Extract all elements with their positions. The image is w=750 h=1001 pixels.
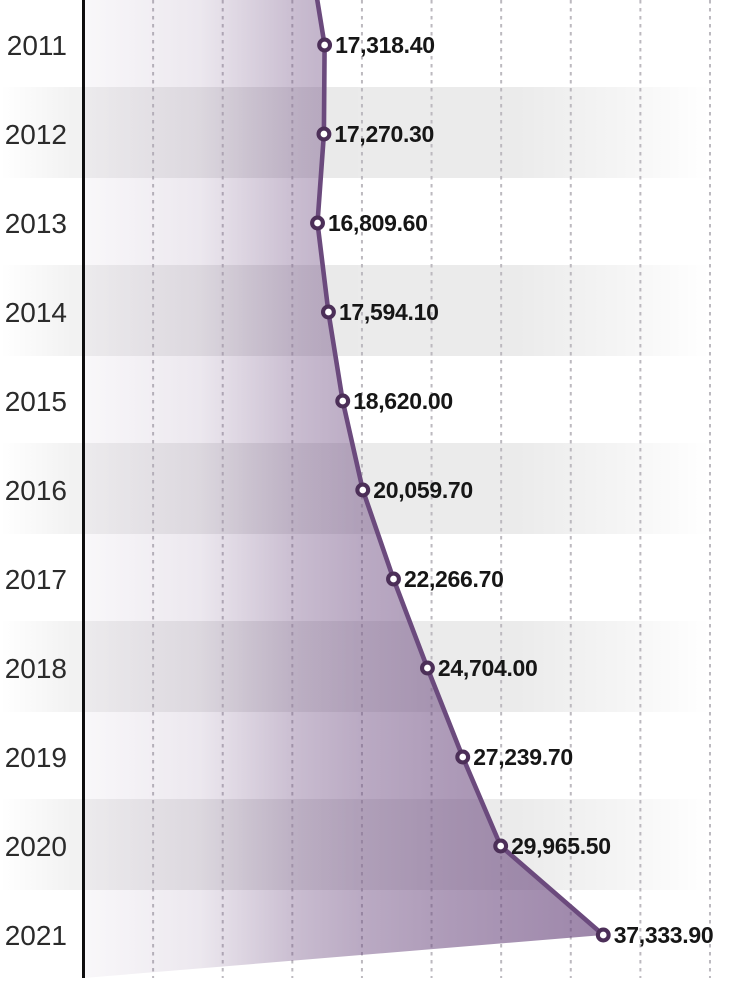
value-label: 16,809.60 — [328, 210, 428, 236]
value-label: 29,965.50 — [511, 833, 611, 859]
data-point-marker — [419, 660, 435, 676]
year-label: 2019 — [5, 742, 67, 773]
year-label: 2018 — [5, 653, 67, 684]
value-label: 17,270.30 — [334, 121, 434, 147]
data-point-marker — [386, 571, 401, 587]
data-point-marker — [335, 393, 351, 409]
value-label: 20,059.70 — [373, 477, 473, 503]
value-label: 18,620.00 — [353, 388, 453, 414]
value-label: 37,333.90 — [614, 922, 714, 948]
year-label: 2013 — [5, 208, 67, 239]
year-label: 2011 — [7, 30, 67, 61]
year-label: 2017 — [5, 564, 67, 595]
data-point-marker — [355, 482, 371, 498]
year-label: 2020 — [5, 831, 67, 862]
year-label: 2014 — [5, 297, 67, 328]
year-label: 2021 — [5, 920, 67, 951]
value-label: 22,266.70 — [404, 566, 504, 592]
data-point-marker — [595, 927, 611, 943]
area-fill-shape — [83, 0, 604, 978]
value-label: 17,594.10 — [339, 299, 439, 325]
data-point-marker — [493, 838, 509, 854]
area-fill — [83, 0, 604, 978]
data-point-marker — [310, 215, 325, 231]
year-labels: 2011 2012 2013 2014 2015 2016 2017 2018 2019 2020… — [5, 30, 67, 951]
data-point-marker — [317, 37, 333, 53]
data-point-marker — [455, 749, 471, 765]
data-point-marker — [316, 126, 332, 142]
data-point-marker — [320, 304, 336, 320]
value-label: 17,318.40 — [335, 32, 435, 58]
trend-line — [314, 0, 605, 937]
data-point-markers — [310, 37, 611, 943]
year-label: 2016 — [5, 475, 67, 506]
value-label: 24,704.00 — [438, 655, 538, 681]
value-labels: 17,318.40 17,270.30 16,809.60 17,594.10 18,6… — [328, 32, 714, 948]
trend-line-path — [314, 0, 605, 937]
value-label: 27,239.70 — [473, 744, 573, 770]
year-label: 2015 — [5, 386, 67, 417]
year-label: 2012 — [5, 119, 67, 150]
